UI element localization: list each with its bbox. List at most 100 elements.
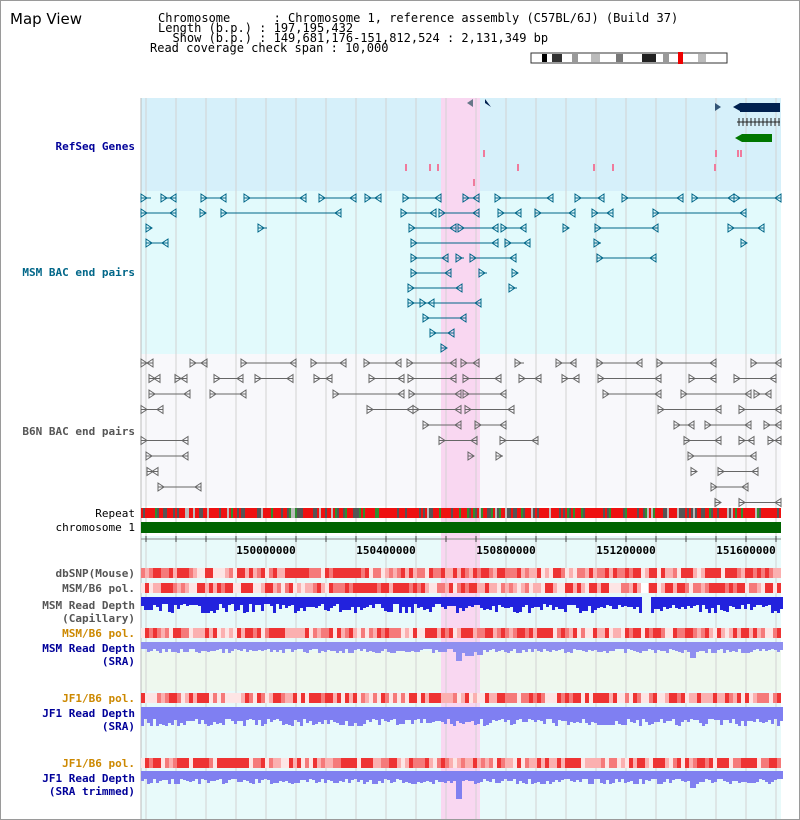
b6n-end-marker	[673, 420, 681, 430]
heatmap-cell	[441, 568, 445, 578]
heatmap-cell	[761, 583, 765, 593]
msm-bac-end-pairs[interactable]	[140, 193, 782, 353]
read-depth-bar	[477, 642, 480, 655]
repeat-element	[671, 508, 673, 518]
read-depth-bar	[402, 771, 405, 783]
repeat-element	[751, 508, 753, 518]
read-depth-bar	[423, 707, 426, 719]
heatmap-cell	[237, 568, 241, 578]
read-depth-bar	[744, 771, 747, 782]
repeat-element	[267, 508, 269, 518]
read-depth-bar	[252, 642, 255, 651]
read-depth-bar	[708, 771, 711, 780]
read-depth-bar	[417, 597, 420, 608]
read-depth-bar	[750, 707, 753, 721]
read-depth-bar	[639, 771, 642, 779]
read-depth-bar	[528, 771, 531, 779]
heatmap-cell	[477, 583, 481, 593]
track-label-msm-b6-pol-sra[interactable]: MSM/B6 pol.	[62, 627, 135, 640]
read-depth-bar	[408, 597, 411, 607]
track-label-jf1-b6-pol-trimmed[interactable]: JF1/B6 pol.	[62, 757, 135, 770]
repeat-element	[159, 508, 161, 518]
b6n-end-marker	[680, 389, 688, 399]
read-depth-bar	[501, 597, 504, 607]
heatmap-cell	[765, 693, 769, 703]
track-label-jf1-read-depth-sra[interactable]: JF1 Read Depth	[42, 707, 135, 720]
msm-end-marker	[740, 238, 748, 248]
read-depth-bar	[309, 707, 312, 721]
heatmap-cell	[333, 583, 337, 593]
track-label-msm-read-depth-capillary[interactable]: MSM Read Depth	[42, 599, 135, 612]
read-depth-bar	[333, 642, 336, 651]
track-label-msm-read-depth-sra[interactable]: MSM Read Depth	[42, 642, 135, 655]
heatmap-cell	[745, 758, 749, 768]
chromosome-ideogram-icon[interactable]	[530, 52, 728, 64]
heatmap-cell	[285, 583, 289, 593]
repeat-element	[693, 508, 695, 518]
b6n-end-marker	[733, 373, 741, 384]
read-depth-bar	[270, 707, 273, 722]
read-depth-bar	[393, 771, 396, 782]
track-label-msm-bac[interactable]: MSM BAC end pairs	[22, 266, 135, 279]
read-depth-bar	[180, 771, 183, 779]
read-depth-bar	[546, 597, 549, 607]
repeat-element	[437, 508, 439, 518]
heatmap-tracks[interactable]	[141, 568, 781, 768]
chromosome-info: Chromosome : Chromosome 1, reference ass…	[158, 11, 679, 25]
read-depth-bar	[597, 707, 600, 725]
heatmap-cell	[309, 693, 313, 703]
track-label-msm-b6-pol[interactable]: MSM/B6 pol.	[62, 582, 135, 595]
heatmap-cell	[517, 758, 521, 768]
repeat-element	[619, 508, 621, 518]
heatmap-cell	[301, 583, 305, 593]
repeat-element	[541, 508, 543, 518]
refseq-gene-features[interactable]	[405, 99, 780, 186]
heatmap-cell	[485, 583, 489, 593]
gene-mark	[715, 150, 717, 157]
heatmap-cell	[245, 568, 249, 578]
read-depth-bar	[702, 642, 705, 651]
heatmap-cell	[753, 628, 757, 638]
track-label-jf1-b6-pol[interactable]: JF1/B6 pol.	[62, 692, 135, 705]
read-depth-bar	[324, 642, 327, 652]
b6n-end-marker	[474, 420, 482, 430]
b6n-bac-end-pairs[interactable]	[140, 358, 782, 508]
heatmap-cell	[637, 568, 641, 578]
track-label-dbsnp[interactable]: dbSNP(Mouse)	[55, 567, 135, 580]
read-depth-bar	[564, 771, 567, 779]
read-depth-bar	[366, 707, 369, 720]
read-depth-bar	[144, 771, 147, 779]
read-depth-bar	[306, 597, 309, 607]
heatmap-cell	[713, 628, 717, 638]
read-depth-bar	[552, 771, 555, 782]
heatmap-cell	[141, 693, 145, 703]
read-depth-bar	[558, 771, 561, 782]
track-label-b6n-bac[interactable]: B6N BAC end pairs	[22, 425, 135, 438]
read-depth-bar	[687, 642, 690, 652]
repeat-track[interactable]	[141, 508, 781, 518]
read-depth-bar	[420, 771, 423, 783]
heatmap-cell	[437, 693, 441, 703]
heatmap-cell	[289, 758, 293, 768]
read-depth-tracks[interactable]	[141, 597, 783, 799]
track-label-chromosome[interactable]: chromosome 1	[55, 521, 135, 534]
read-depth-bar	[177, 707, 180, 726]
read-depth-bar	[705, 771, 708, 779]
read-depth-bar	[495, 597, 498, 612]
b6n-end-marker	[254, 373, 262, 384]
heatmap-cell	[529, 693, 533, 703]
repeat-element	[597, 508, 599, 518]
track-label-repeat[interactable]: Repeat	[95, 507, 135, 520]
heatmap-cell	[145, 693, 149, 703]
heatmap-cell	[141, 758, 145, 768]
repeat-element	[477, 508, 479, 518]
heatmap-cell	[357, 758, 361, 768]
chromosome-bar[interactable]	[141, 522, 781, 533]
track-label-refseq-genes[interactable]: RefSeq Genes	[55, 140, 135, 153]
read-depth-bar	[357, 642, 360, 649]
track-label-jf1-read-depth-trimmed[interactable]: JF1 Read Depth	[42, 772, 135, 785]
msm-end-marker	[161, 238, 169, 248]
heatmap-cell	[229, 758, 233, 768]
heatmap-cell	[245, 758, 249, 768]
repeat-element	[613, 508, 615, 518]
